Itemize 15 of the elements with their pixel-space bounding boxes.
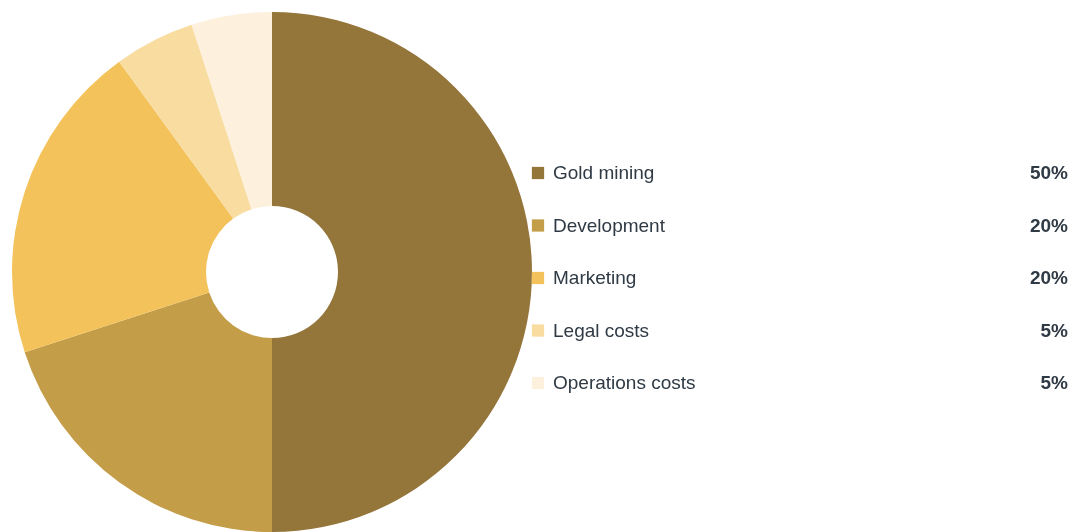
data-label: 5%	[1040, 319, 1069, 341]
legend-label: Operations costs	[553, 372, 696, 393]
legend-label: Gold mining	[553, 162, 655, 183]
donut-slice	[272, 12, 532, 532]
legend-label: Legal costs	[553, 319, 650, 341]
legend-label: Development	[553, 214, 666, 236]
donut-slice	[24, 292, 272, 532]
donut-slice	[191, 12, 272, 210]
data-label: 20%	[1029, 214, 1069, 236]
legend-label: Marketing	[553, 267, 637, 288]
donut-slice	[12, 61, 234, 353]
donut-slice	[119, 24, 252, 219]
data-label: 50%	[1029, 162, 1069, 183]
data-label: 20%	[1029, 267, 1069, 288]
data-label: 5%	[1040, 372, 1069, 393]
